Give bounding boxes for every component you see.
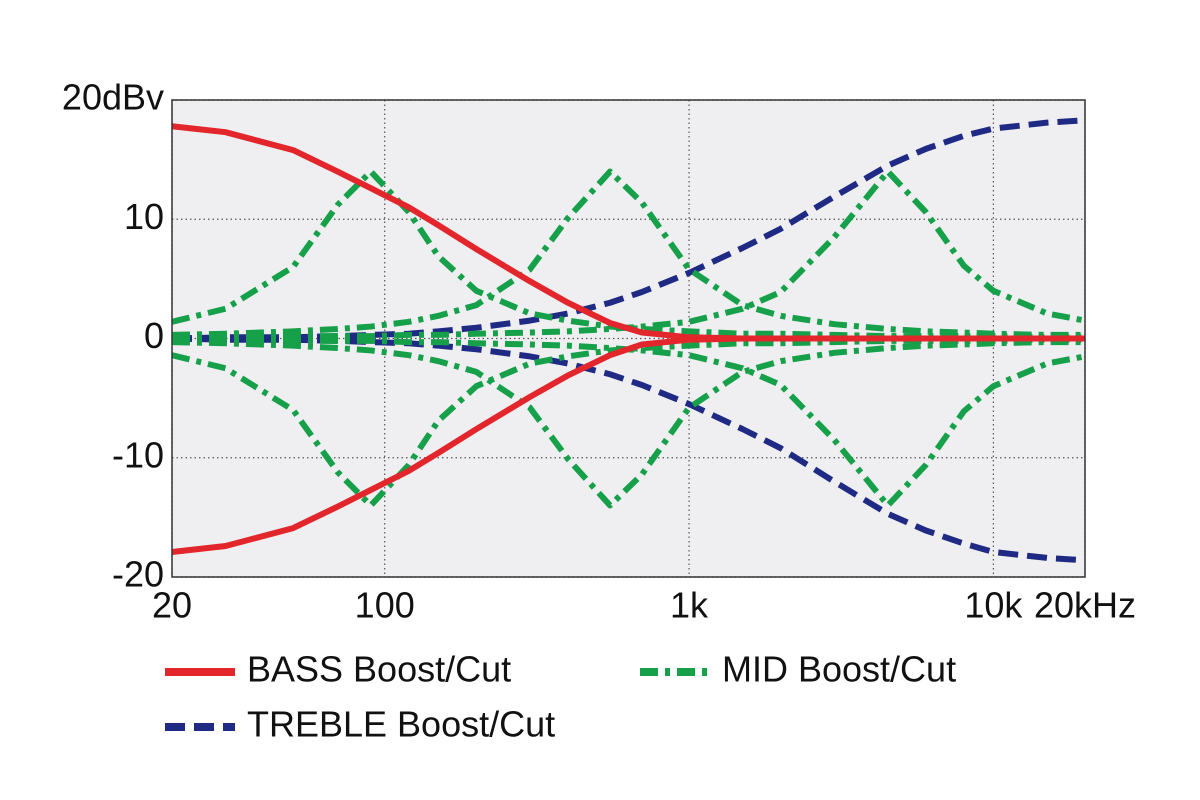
y-tick-label: 10: [124, 196, 164, 237]
y-tick-label: 0: [144, 315, 164, 356]
legend-label: MID Boost/Cut: [722, 649, 956, 690]
labels: -20 -10 0 10 20dBv 20 100 1k 10k 20kHz: [62, 77, 1136, 626]
curve: [171, 168, 1085, 338]
curve: [171, 335, 1086, 564]
legend-label: BASS Boost/Cut: [247, 649, 511, 690]
curves: [171, 117, 1086, 564]
x-tick-label: 10k: [964, 585, 1023, 626]
plot-frame: [171, 99, 1086, 578]
y-tick-label: -10: [112, 434, 164, 475]
x-tick-label: 20: [152, 585, 192, 626]
x-tick-label: 1k: [670, 585, 709, 626]
x-tick-label: 100: [355, 585, 415, 626]
y-tick-label: -20: [112, 554, 164, 595]
legend: BASS Boost/Cut MID Boost/Cut TREBLE Boost/…: [165, 649, 956, 745]
legend-label: TREBLE Boost/Cut: [247, 704, 555, 745]
curve: [171, 335, 1085, 555]
x-tick-label: 20kHz: [1034, 585, 1136, 626]
curve: [171, 117, 1086, 342]
curve: [171, 339, 1085, 509]
y-tick-label: 20dBv: [62, 77, 164, 118]
